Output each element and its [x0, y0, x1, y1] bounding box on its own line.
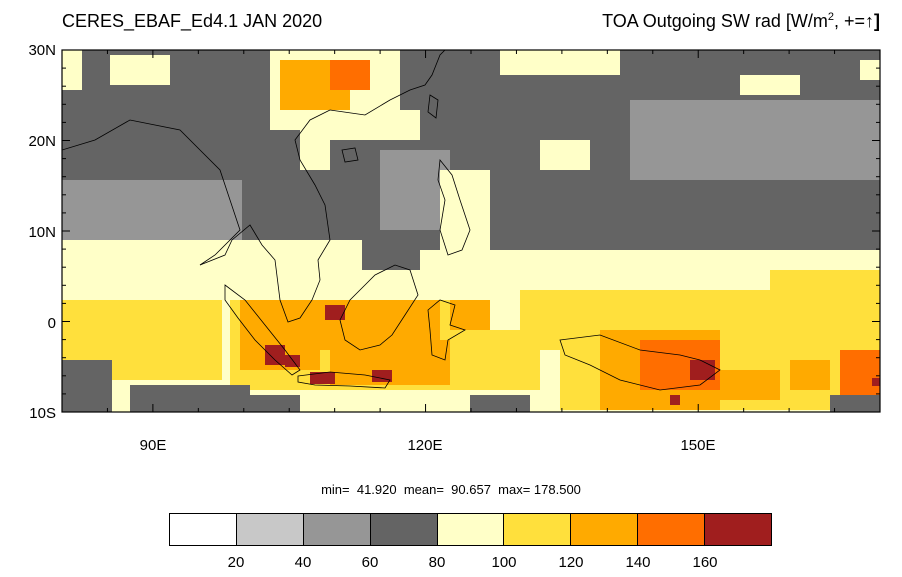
field-patch [330, 110, 420, 140]
field-patch [860, 60, 880, 80]
lat-label-0: 0 [48, 315, 56, 332]
field-patch [265, 345, 285, 365]
field-patch [540, 140, 590, 170]
colorbar-box [705, 514, 772, 545]
field-patch [690, 360, 715, 380]
variable-title-text: TOA Outgoing SW rad [W/m [602, 11, 828, 31]
field-patch [450, 300, 490, 330]
field-patch [310, 372, 335, 384]
colorbar-box [170, 514, 237, 545]
colorbar-box [303, 514, 371, 545]
lon-label-90e: 90E [140, 437, 167, 454]
field-patch [500, 50, 620, 75]
field-patch [250, 395, 300, 412]
colorbar-box [236, 514, 304, 545]
field-patch [110, 55, 170, 85]
field-patch [380, 150, 450, 230]
field-patch [62, 360, 112, 412]
lat-label-10s: 10S [29, 405, 56, 422]
coastlines [62, 50, 721, 391]
variable-title-tail: , += [833, 11, 865, 31]
field-patch [790, 360, 830, 390]
colorbar-label: 100 [491, 554, 517, 571]
lat-label-20n: 20N [28, 133, 56, 150]
field-patch [872, 378, 880, 386]
field-patch [830, 395, 880, 412]
field-patch [325, 305, 345, 320]
lat-label-10n: 10N [28, 224, 56, 241]
coastline-china [329, 50, 446, 116]
lon-label-150e: 150E [680, 437, 715, 454]
colorbar-label: 160 [692, 554, 718, 571]
lat-label-30n: 30N [28, 42, 56, 59]
coastline-india [62, 119, 241, 266]
coastline-java [297, 371, 391, 389]
lon-label-120e: 120E [407, 437, 442, 454]
field-patch [330, 60, 370, 90]
field-patch [470, 395, 530, 412]
coastline-sulawesi [427, 299, 466, 361]
field-patch [720, 370, 780, 400]
coastline-hainan [341, 147, 359, 163]
colorbar-label: 60 [361, 554, 379, 571]
colorbar-box [638, 514, 706, 545]
colorbar-label: 80 [428, 554, 446, 571]
variable-title-close: ] [874, 11, 880, 31]
map-title: CERES_EBAF_Ed4.1 JAN 2020 [62, 11, 323, 31]
colorbar-box [571, 514, 639, 545]
field-patch [770, 270, 880, 330]
field-patch [670, 395, 680, 405]
coastline-sumatra [224, 284, 301, 376]
coastline-new-guinea [559, 334, 721, 391]
colorbar-label: 120 [558, 554, 584, 571]
colorbar-label: 40 [294, 554, 312, 571]
field-patch [300, 120, 330, 170]
map-field [62, 50, 880, 412]
field-patch [62, 180, 242, 240]
variable-title: TOA Outgoing SW rad [W/m2, +=↑] [602, 11, 880, 32]
field-patch [380, 300, 440, 340]
colorbar-box [370, 514, 438, 545]
coastline-borneo [339, 264, 419, 351]
field-patch [310, 90, 340, 110]
variable-title-exponent: 2 [827, 11, 834, 23]
colorbar-box [437, 514, 505, 545]
coastline-taiwan [427, 94, 439, 119]
colorbar-label: 20 [227, 554, 245, 571]
field-patch [130, 385, 250, 412]
field-patch [130, 300, 190, 340]
colorbar [169, 513, 772, 546]
field-patches [62, 50, 880, 412]
map-ticks [61, 49, 881, 413]
statistics-summary: min= 41.920 mean= 90.657 max= 178.500 [321, 482, 581, 497]
coastline-indochina [199, 109, 331, 323]
field-patch [62, 50, 82, 90]
coastline-philippines [437, 158, 471, 256]
field-patch [800, 110, 880, 150]
field-patch [285, 355, 300, 367]
field-patch [740, 75, 800, 95]
colorbar-box [504, 514, 572, 545]
colorbar-label: 140 [625, 554, 651, 571]
up-arrow-icon: ↑ [865, 11, 874, 31]
